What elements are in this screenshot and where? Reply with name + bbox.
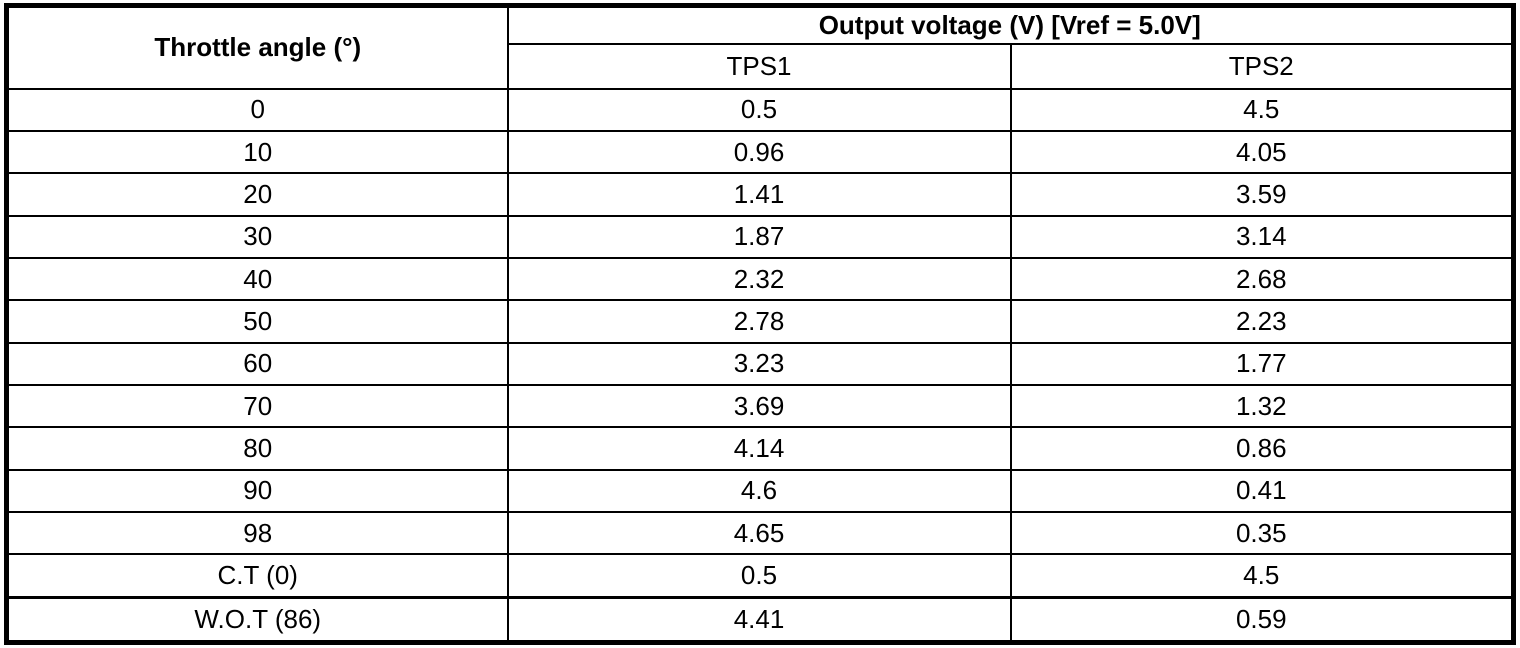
- tps1-value-cell: 1.41: [506, 172, 1012, 217]
- table-row: 60 3.23 1.77: [5, 341, 1515, 386]
- throttle-angle-cell: 60: [5, 341, 509, 386]
- tps2-header: TPS2: [1009, 42, 1515, 90]
- tps1-value-cell: 4.6: [506, 468, 1012, 513]
- throttle-angle-cell: 80: [5, 426, 509, 471]
- table-row: 20 1.41 3.59: [5, 172, 1515, 217]
- header-row-1: Throttle angle (°) Output voltage (V) [V…: [5, 4, 1515, 90]
- throttle-angle-cell: 0: [5, 87, 509, 132]
- throttle-angle-cell: 20: [5, 172, 509, 217]
- throttle-angle-cell: C.T (0): [5, 553, 509, 599]
- tps1-value-cell: 0.96: [506, 129, 1012, 175]
- table-row: 98 4.65 0.35: [5, 510, 1515, 556]
- throttle-angle-cell: 70: [5, 383, 509, 429]
- table-row: 40 2.32 2.68: [5, 256, 1515, 302]
- table-row: 30 1.87 3.14: [5, 214, 1515, 259]
- throttle-angle-header: Throttle angle (°): [5, 4, 509, 90]
- table-row: 90 4.6 0.41: [5, 468, 1515, 513]
- tps1-value-cell: 3.23: [506, 341, 1012, 386]
- tps1-value-cell: 2.78: [506, 299, 1012, 344]
- throttle-angle-cell: 40: [5, 256, 509, 302]
- tps2-value-cell: 2.23: [1009, 299, 1515, 344]
- tps2-value-cell: 4.05: [1009, 129, 1515, 175]
- tps1-value-cell: 4.65: [506, 510, 1012, 556]
- table-row: C.T (0) 0.5 4.5: [5, 553, 1515, 599]
- throttle-angle-cell: 10: [5, 129, 509, 175]
- table-body: 0 0.5 4.5 10 0.96 4.05 20 1.41 3.59 30 1.87 3.14 40 2…: [5, 87, 1515, 644]
- tps2-value-cell: 0.41: [1009, 468, 1515, 513]
- tps1-value-cell: 2.32: [506, 256, 1012, 302]
- throttle-angle-cell: 90: [5, 468, 509, 513]
- tps2-value-cell: 4.5: [1009, 87, 1515, 132]
- tps2-value-cell: 3.59: [1009, 172, 1515, 217]
- throttle-angle-cell: 98: [5, 510, 509, 556]
- table-row: 10 0.96 4.05: [5, 129, 1515, 175]
- throttle-angle-cell: 50: [5, 299, 509, 344]
- table-row: 50 2.78 2.23: [5, 299, 1515, 344]
- tps2-value-cell: 3.14: [1009, 214, 1515, 259]
- throttle-angle-cell: 30: [5, 214, 509, 259]
- tps-voltage-table: Throttle angle (°) Output voltage (V) [V…: [4, 3, 1516, 645]
- table-row: 70 3.69 1.32: [5, 383, 1515, 429]
- table-row: 0 0.5 4.5: [5, 87, 1515, 132]
- tps1-value-cell: 1.87: [506, 214, 1012, 259]
- tps2-value-cell: 0.59: [1009, 595, 1515, 644]
- tps1-header: TPS1: [506, 42, 1012, 90]
- tps2-value-cell: 0.86: [1009, 426, 1515, 471]
- tps1-value-cell: 0.5: [506, 87, 1012, 132]
- tps1-value-cell: 3.69: [506, 383, 1012, 429]
- table-row: 80 4.14 0.86: [5, 426, 1515, 471]
- table-row: W.O.T (86) 4.41 0.59: [5, 595, 1515, 644]
- throttle-angle-cell: W.O.T (86): [5, 595, 509, 644]
- tps2-value-cell: 4.5: [1009, 553, 1515, 599]
- tps2-value-cell: 0.35: [1009, 510, 1515, 556]
- tps1-value-cell: 4.41: [506, 595, 1012, 644]
- tps1-value-cell: 0.5: [506, 553, 1012, 599]
- tps2-value-cell: 1.32: [1009, 383, 1515, 429]
- tps1-value-cell: 4.14: [506, 426, 1012, 471]
- tps2-value-cell: 2.68: [1009, 256, 1515, 302]
- output-voltage-header: Output voltage (V) [Vref = 5.0V]: [506, 4, 1515, 45]
- table-header: Throttle angle (°) Output voltage (V) [V…: [5, 4, 1515, 90]
- header-row-2: TPS1 TPS2: [7, 42, 1515, 90]
- tps2-value-cell: 1.77: [1009, 341, 1515, 386]
